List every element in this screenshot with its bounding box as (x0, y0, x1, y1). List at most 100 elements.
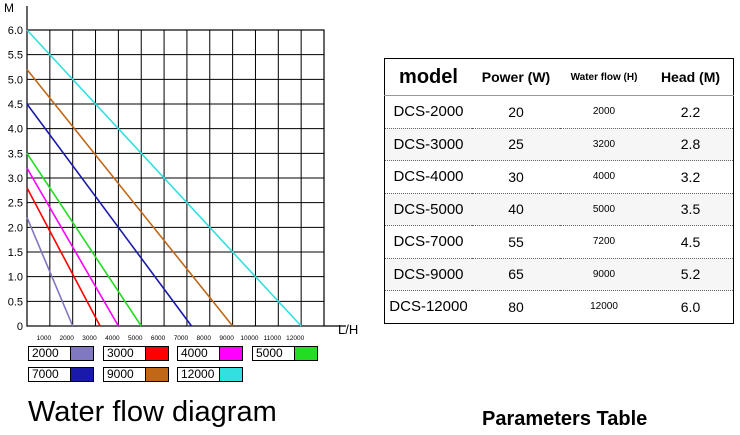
legend-label: 5000 (256, 346, 283, 360)
x-tick-label: 5000 (128, 335, 143, 342)
y-tick-label: 3.5 (8, 148, 23, 160)
table-header-row: model Power (W) Water flow (H) Head (M) (384, 58, 734, 96)
y-tick-label: 2.5 (8, 198, 23, 210)
table-row: DCS-3000 25 3200 2.8 (384, 128, 734, 161)
table-row: DCS-2000 20 2000 2.2 (384, 95, 734, 129)
series-line-7000 (26, 103, 193, 327)
table-cell: 7200 (560, 225, 648, 259)
series-line-9000 (26, 68, 234, 327)
series-line-12000 (26, 29, 302, 327)
legend-swatch (145, 368, 168, 381)
table-cell: 4.5 (648, 225, 734, 259)
table-cell: 65 (472, 258, 560, 291)
series-line-2000 (26, 217, 74, 327)
y-tick-label: 4.0 (8, 124, 23, 136)
table-cell: 9000 (560, 258, 648, 291)
y-tick-label: 4.5 (8, 99, 23, 111)
header-head: Head (M) (648, 58, 734, 96)
legend-swatch (219, 368, 242, 381)
table-cell: 6.0 (648, 290, 734, 324)
table-row: DCS-5000 40 5000 3.5 (384, 193, 734, 226)
table-cell: 40 (472, 193, 560, 226)
table-cell: 3200 (560, 128, 648, 161)
table-cell: 55 (472, 225, 560, 259)
x-tick-label: 3000 (82, 335, 97, 342)
legend-label: 7000 (32, 367, 59, 381)
x-tick-label: 2000 (59, 335, 74, 342)
table-row: DCS-12000 80 12000 6.0 (384, 290, 734, 324)
y-tick-label: 3.0 (8, 173, 23, 185)
table-cell: 4000 (560, 160, 648, 194)
table-cell: 25 (472, 128, 560, 161)
legend-swatch (219, 347, 242, 360)
table-cell: 80 (472, 290, 560, 324)
chart-ticks: 0 0.5 1.0 1.5 2.0 2.5 3.0 3.5 4.0 4.5 5.0 5.5 6.0 100… (8, 25, 305, 342)
x-tick-label: 4000 (105, 335, 120, 342)
table-cell: 3.5 (648, 193, 734, 226)
y-tick-label: 1.5 (8, 247, 23, 259)
y-tick-label: 5.5 (8, 50, 23, 62)
table-cell: DCS-7000 (384, 225, 472, 259)
y-tick-label: 6.0 (8, 25, 23, 37)
y-axis-label: M (4, 1, 14, 15)
table-cell: 2000 (560, 95, 648, 129)
table-cell: DCS-5000 (384, 193, 472, 226)
series-line-5000 (26, 152, 142, 327)
legend-swatch (294, 347, 317, 360)
x-tick-label: 6000 (151, 335, 166, 342)
table-row: DCS-4000 30 4000 3.2 (384, 160, 734, 194)
x-tick-label: 11000 (264, 335, 282, 342)
legend-label: 2000 (32, 346, 59, 360)
chart-series (26, 29, 302, 327)
y-tick-label: 5.0 (8, 74, 23, 86)
table-cell: 5.2 (648, 258, 734, 291)
table-caption: Parameters Table (482, 408, 648, 430)
header-water-flow: Water flow (H) (560, 58, 648, 96)
legend-item-2000: 2000 (28, 346, 94, 361)
x-axis-label: L/H (338, 322, 358, 337)
table-row: DCS-9000 65 9000 5.2 (384, 258, 734, 291)
header-power: Power (W) (472, 58, 560, 96)
table-cell: DCS-4000 (384, 160, 472, 194)
table-cell: 3.2 (648, 160, 734, 194)
y-tick-label: 0 (17, 321, 23, 333)
table-cell: DCS-12000 (384, 290, 472, 324)
table-cell: 30 (472, 160, 560, 194)
legend-label: 3000 (107, 346, 134, 360)
table-cell: DCS-2000 (384, 95, 472, 129)
x-tick-label: 12000 (286, 335, 304, 342)
legend-item-12000: 12000 (177, 367, 243, 382)
x-tick-label: 1000 (37, 335, 52, 342)
legend-label: 9000 (107, 367, 134, 381)
legend-item-7000: 7000 (28, 367, 94, 382)
x-tick-label: 7000 (174, 335, 189, 342)
x-tick-label: 8000 (197, 335, 212, 342)
table-cell: DCS-3000 (384, 128, 472, 161)
table-cell: 12000 (560, 290, 648, 324)
diagram-caption: Water flow diagram (28, 396, 277, 428)
legend-label: 12000 (181, 367, 215, 381)
legend-item-9000: 9000 (103, 367, 169, 382)
table-cell: DCS-9000 (384, 258, 472, 291)
table-row: DCS-7000 55 7200 4.5 (384, 225, 734, 259)
y-tick-label: 2.0 (8, 222, 23, 234)
table-cell: 20 (472, 95, 560, 129)
series-line-3000 (26, 187, 101, 327)
legend-item-5000: 5000 (252, 346, 318, 361)
y-tick-label: 1.0 (8, 272, 23, 284)
legend-label: 4000 (181, 346, 208, 360)
header-model: model (384, 58, 472, 96)
legend-swatch (70, 347, 93, 360)
table-cell: 5000 (560, 193, 648, 226)
series-line-4000 (26, 167, 120, 327)
water-flow-chart: 0 0.5 1.0 1.5 2.0 2.5 3.0 3.5 4.0 4.5 5.0 5.5 6.0 100… (4, 1, 358, 342)
table-cell: 2.8 (648, 128, 734, 161)
x-tick-label: 10000 (240, 335, 258, 342)
table-body: DCS-2000 20 2000 2.2 DCS-3000 25 3200 2.8 DCS-40… (384, 95, 734, 324)
legend-item-3000: 3000 (103, 346, 169, 361)
legend-item-4000: 4000 (177, 346, 243, 361)
x-tick-label: 9000 (219, 335, 234, 342)
y-tick-label: 0.5 (8, 296, 23, 308)
table-cell: 2.2 (648, 95, 734, 129)
legend-swatch (145, 347, 168, 360)
